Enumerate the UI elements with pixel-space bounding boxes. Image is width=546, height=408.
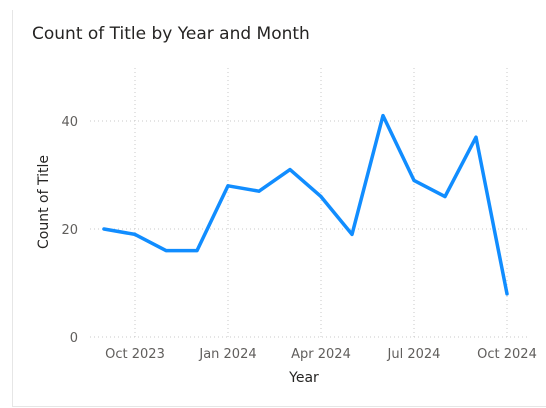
series-line [102,113,509,296]
y-axis-ticks: 0 20 40 [61,115,78,346]
data-point [257,189,261,193]
x-axis-label: Year [288,370,319,386]
data-point [226,184,230,188]
data-point [133,232,137,236]
x-axis-ticks: Oct 2023 Jan 2024 Apr 2024 Jul 2024 Oct 2024 [105,347,537,362]
gridlines [90,68,530,338]
y-tick-label: 0 [70,331,78,346]
y-axis-label: Count of Title [36,155,52,249]
data-point [102,227,106,231]
x-tick-label: Jul 2024 [387,347,441,362]
data-point [505,292,509,296]
x-tick-label: Oct 2024 [477,347,537,362]
data-point [195,249,199,253]
data-point [288,168,292,172]
series-lines [102,113,509,296]
data-point [350,232,354,236]
data-point [319,195,323,199]
data-point [381,114,385,118]
y-tick-label: 20 [61,223,78,238]
data-point [443,195,447,199]
chart-card [12,10,546,407]
x-tick-label: Jan 2024 [198,347,256,362]
data-point [412,178,416,182]
chart-title: Count of Title by Year and Month [32,24,310,44]
x-tick-label: Apr 2024 [291,347,351,362]
data-point [164,249,168,253]
y-tick-label: 40 [61,115,78,130]
x-tick-label: Oct 2023 [105,347,165,362]
data-point [474,135,478,139]
